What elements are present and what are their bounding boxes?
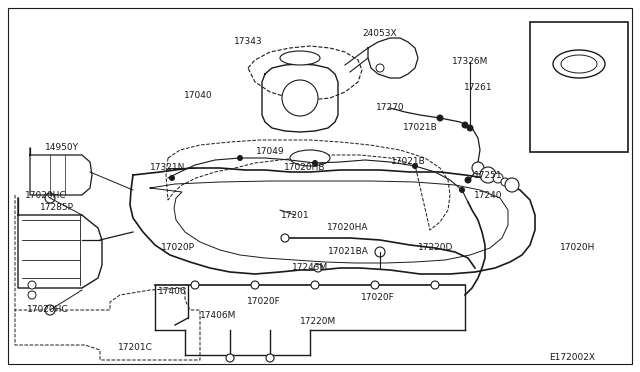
Circle shape: [437, 115, 443, 121]
Circle shape: [375, 247, 385, 257]
Text: 24053X: 24053X: [363, 29, 397, 38]
Text: 17021BA: 17021BA: [328, 247, 369, 257]
Text: 17049: 17049: [256, 148, 284, 157]
Circle shape: [314, 264, 322, 272]
Text: 17270: 17270: [376, 103, 404, 112]
Text: 17020HB: 17020HB: [284, 164, 326, 173]
Circle shape: [170, 176, 175, 180]
Text: 17021B: 17021B: [403, 124, 437, 132]
Circle shape: [191, 281, 199, 289]
Text: 17020F: 17020F: [247, 298, 281, 307]
Circle shape: [282, 80, 318, 116]
Text: 17020P: 17020P: [161, 244, 195, 253]
Text: 17251: 17251: [474, 170, 502, 180]
Text: 17020H: 17020H: [560, 244, 596, 253]
Circle shape: [28, 281, 36, 289]
Ellipse shape: [561, 55, 597, 73]
Circle shape: [266, 354, 274, 362]
Circle shape: [462, 122, 468, 128]
Circle shape: [505, 178, 519, 192]
Circle shape: [312, 160, 317, 166]
Circle shape: [281, 234, 289, 242]
Circle shape: [251, 281, 259, 289]
Circle shape: [413, 164, 417, 169]
Text: 17406M: 17406M: [200, 311, 236, 320]
Circle shape: [376, 64, 384, 72]
Text: 17220D: 17220D: [419, 244, 454, 253]
Circle shape: [460, 187, 465, 192]
Text: 17406: 17406: [157, 288, 186, 296]
Circle shape: [371, 281, 379, 289]
Text: 17201: 17201: [281, 211, 309, 219]
Circle shape: [501, 178, 509, 186]
Circle shape: [465, 177, 471, 183]
Circle shape: [226, 354, 234, 362]
Ellipse shape: [290, 150, 330, 166]
Circle shape: [493, 173, 503, 183]
Circle shape: [472, 162, 484, 174]
Circle shape: [45, 193, 55, 203]
Text: 17021B: 17021B: [390, 157, 426, 167]
Circle shape: [28, 291, 36, 299]
Circle shape: [45, 305, 55, 315]
Text: 17020HA: 17020HA: [327, 224, 369, 232]
Text: 17326M: 17326M: [452, 58, 488, 67]
Text: 17040: 17040: [184, 90, 212, 99]
Text: 17020HC: 17020HC: [27, 305, 69, 314]
Text: 17220M: 17220M: [300, 317, 336, 327]
Text: 17285P: 17285P: [40, 203, 74, 212]
Text: 17020F: 17020F: [361, 294, 395, 302]
Circle shape: [431, 281, 439, 289]
Circle shape: [311, 281, 319, 289]
Text: 17261: 17261: [464, 83, 492, 93]
Circle shape: [237, 155, 243, 160]
Text: 17240: 17240: [474, 190, 502, 199]
Text: 17321N: 17321N: [150, 163, 186, 171]
Ellipse shape: [280, 51, 320, 65]
Ellipse shape: [553, 50, 605, 78]
Text: 14950Y: 14950Y: [45, 144, 79, 153]
Text: 17343: 17343: [234, 38, 262, 46]
Text: E172002X: E172002X: [549, 353, 595, 362]
Bar: [530, 22, 628, 152]
Text: 17201C: 17201C: [118, 343, 152, 353]
Circle shape: [480, 167, 496, 183]
Text: 17020HC: 17020HC: [25, 190, 67, 199]
Circle shape: [467, 125, 473, 131]
Text: 17243M: 17243M: [292, 263, 328, 273]
